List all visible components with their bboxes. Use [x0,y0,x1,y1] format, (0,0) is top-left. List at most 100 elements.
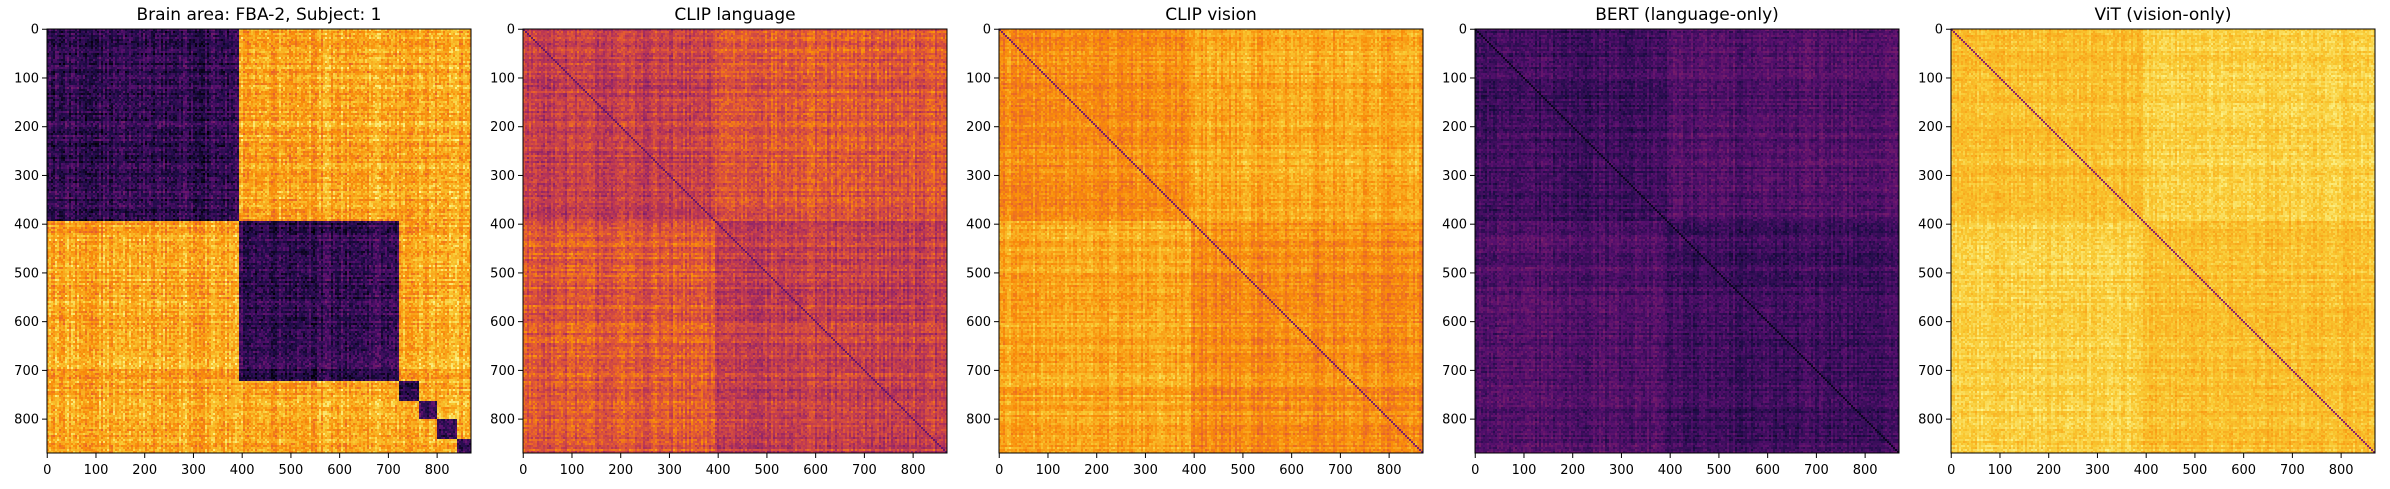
x-tick-label: 700 [376,463,401,478]
y-tick-label: 500 [14,266,39,281]
y-tick-label: 600 [1918,315,1943,330]
x-tick-label: 600 [2231,463,2256,478]
x-tick-label: 800 [1853,463,1878,478]
y-tick-label: 400 [966,218,991,233]
axes-frame [1950,28,2376,454]
y-tick-label: 0 [31,23,39,38]
y-tick-label: 0 [983,23,991,38]
y-tick-label: 600 [1442,315,1467,330]
x-tick-label: 600 [1755,463,1780,478]
heatmap-panel-5: ViT (vision-only) 0 100 200 300 400 500 600 700 8… [1918,5,2376,478]
panel-title: ViT (vision-only) [2095,5,2232,25]
heatmap-image [1475,29,1899,453]
heatmap-panel-1: Brain area: FBA-2, Subject: 1 0 100 200 300 4… [14,5,472,478]
x-tick-label: 400 [706,463,731,478]
y-tick-label: 100 [490,71,515,86]
heatmap-image [1951,29,2375,453]
y-tick-label: 800 [14,413,39,428]
axes-frame [1474,28,1900,454]
x-tick-label: 0 [519,463,527,478]
y-tick-label: 800 [966,413,991,428]
x-tick-label: 800 [425,463,450,478]
y-tick-label: 0 [1459,23,1467,38]
y-tick-label: 500 [490,266,515,281]
y-tick-label: 400 [1442,218,1467,233]
y-tick-label: 400 [1918,218,1943,233]
x-tick-label: 200 [132,463,157,478]
panel-title: BERT (language-only) [1595,5,1779,25]
y-tick-label: 700 [490,364,515,379]
x-tick-label: 700 [1328,463,1353,478]
x-tick-label: 500 [279,463,304,478]
heatmap-panel-3: CLIP vision 0 100 200 300 400 500 600 700 800 0 100… [966,5,1424,478]
panel-title: Brain area: FBA-2, Subject: 1 [137,5,382,25]
y-tick-label: 300 [966,169,991,184]
y-tick-label: 800 [1918,413,1943,428]
x-tick-label: 700 [2280,463,2305,478]
x-tick-label: 800 [1377,463,1402,478]
x-tick-label: 100 [1512,463,1537,478]
x-tick-label: 400 [230,463,255,478]
heatmap-image [47,29,471,453]
y-tick-label: 700 [966,364,991,379]
y-tick-label: 200 [966,120,991,135]
x-tick-label: 500 [1231,463,1256,478]
x-tick-label: 0 [43,463,51,478]
y-tick-label: 700 [1442,364,1467,379]
x-tick-label: 100 [84,463,109,478]
y-tick-label: 0 [507,23,515,38]
y-tick-label: 200 [14,120,39,135]
x-tick-label: 200 [2036,463,2061,478]
heatmap-panel-4: BERT (language-only) 0 100 200 300 400 500 600 7… [1442,5,1900,478]
x-tick-label: 100 [1988,463,2013,478]
x-tick-label: 300 [657,463,682,478]
y-tick-label: 800 [490,413,515,428]
x-tick-label: 700 [852,463,877,478]
y-tick-label: 200 [1442,120,1467,135]
y-tick-label: 100 [1442,71,1467,86]
panel-title: CLIP vision [1165,5,1257,25]
y-tick-label: 100 [14,71,39,86]
y-tick-label: 400 [490,218,515,233]
x-tick-label: 300 [1609,463,1634,478]
x-tick-label: 100 [1036,463,1061,478]
x-tick-label: 200 [1084,463,1109,478]
y-tick-label: 300 [14,169,39,184]
axes-frame [522,28,948,454]
x-tick-label: 300 [181,463,206,478]
y-tick-label: 600 [490,315,515,330]
x-tick-label: 700 [1804,463,1829,478]
x-tick-label: 600 [327,463,352,478]
x-tick-label: 300 [2085,463,2110,478]
y-tick-label: 200 [1918,120,1943,135]
y-tick-label: 600 [966,315,991,330]
y-tick-label: 500 [966,266,991,281]
y-tick-label: 300 [1442,169,1467,184]
y-tick-label: 700 [1918,364,1943,379]
x-tick-label: 800 [2329,463,2354,478]
panel-title: CLIP language [674,5,795,25]
y-tick-label: 200 [490,120,515,135]
y-tick-label: 100 [1918,71,1943,86]
heatmap-image [999,29,1423,453]
x-tick-label: 0 [995,463,1003,478]
x-tick-label: 500 [1707,463,1732,478]
x-tick-label: 600 [1279,463,1304,478]
heatmap-panel-2: CLIP language 0 100 200 300 400 500 600 700 800 0 1… [490,5,948,478]
x-tick-label: 0 [1471,463,1479,478]
x-tick-label: 100 [560,463,585,478]
x-tick-label: 400 [2134,463,2159,478]
axes-frame [998,28,1424,454]
x-tick-label: 600 [803,463,828,478]
y-tick-label: 400 [14,218,39,233]
y-tick-label: 100 [966,71,991,86]
x-tick-label: 400 [1658,463,1683,478]
x-tick-label: 500 [755,463,780,478]
y-tick-label: 500 [1442,266,1467,281]
y-tick-label: 300 [1918,169,1943,184]
x-tick-label: 800 [901,463,926,478]
heatmap-image [523,29,947,453]
y-tick-label: 0 [1935,23,1943,38]
x-tick-label: 500 [2183,463,2208,478]
